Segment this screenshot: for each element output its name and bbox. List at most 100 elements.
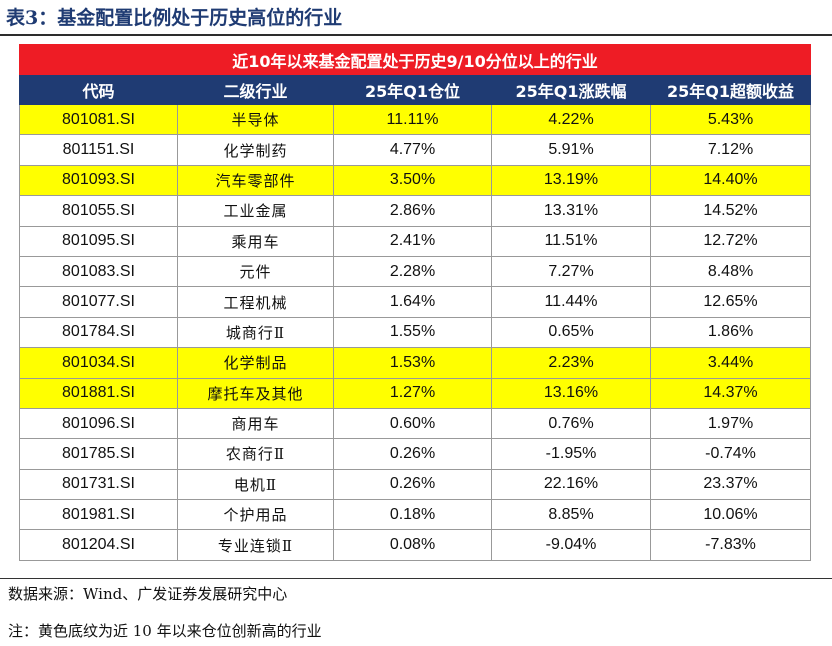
- cell-position: 1.55%: [333, 316, 492, 349]
- cell-change: -9.04%: [491, 529, 651, 561]
- cell-industry: 城商行Ⅱ: [177, 316, 334, 349]
- table-row: 801081.SI 半导体 11.11% 4.22% 5.43%: [19, 103, 812, 136]
- cell-industry: 个护用品: [177, 499, 334, 531]
- cell-change: 0.65%: [491, 316, 651, 349]
- cell-industry: 元件: [177, 255, 334, 288]
- cell-change: 0.76%: [491, 407, 651, 440]
- cell-code: 801055.SI: [19, 195, 178, 227]
- table-banner-row: 近10年以来基金配置处于历史9/10分位以上的行业: [18, 44, 812, 75]
- cell-code: 801981.SI: [19, 499, 178, 531]
- cell-position: 0.26%: [333, 438, 492, 470]
- cell-code: 801096.SI: [19, 407, 178, 440]
- cell-position: 2.86%: [333, 195, 492, 227]
- cell-change: 4.22%: [491, 103, 651, 136]
- cell-excess: 7.12%: [649, 134, 812, 166]
- table-header-row: 代码 二级行业 25年Q1仓位 25年Q1涨跌幅 25年Q1超额收益: [19, 74, 812, 105]
- cell-excess: 10.06%: [649, 499, 812, 531]
- table-row: 801095.SI 乘用车 2.41% 11.51% 12.72%: [19, 225, 812, 257]
- cell-excess: 12.65%: [649, 286, 812, 318]
- table-body: 801081.SI 半导体 11.11% 4.22% 5.43% 801151.SI 化学制…: [19, 103, 812, 561]
- cell-code: 801784.SI: [19, 316, 178, 349]
- cell-industry: 化学制药: [177, 134, 334, 166]
- cell-industry: 电机Ⅱ: [177, 468, 334, 501]
- cell-code: 801081.SI: [19, 103, 178, 136]
- cell-industry: 工业金属: [177, 195, 334, 227]
- table-row: 801093.SI 汽车零部件 3.50% 13.19% 14.40%: [19, 164, 812, 197]
- cell-excess: -0.74%: [649, 438, 812, 470]
- table-row: 801981.SI 个护用品 0.18% 8.85% 10.06%: [19, 499, 812, 531]
- table-row: 801784.SI 城商行Ⅱ 1.55% 0.65% 1.86%: [19, 316, 812, 349]
- cell-code: 801077.SI: [19, 286, 178, 318]
- header-excess: 25年Q1超额收益: [649, 74, 812, 105]
- header-industry: 二级行业: [177, 74, 334, 105]
- cell-code: 801731.SI: [19, 468, 178, 501]
- header-change: 25年Q1涨跌幅: [491, 74, 651, 105]
- cell-excess: 5.43%: [649, 103, 812, 136]
- cell-code: 801095.SI: [19, 225, 178, 257]
- cell-position: 0.18%: [333, 499, 492, 531]
- cell-industry: 化学制品: [177, 347, 334, 379]
- cell-code: 801034.SI: [19, 347, 178, 379]
- cell-position: 11.11%: [333, 103, 492, 136]
- cell-change: 11.51%: [491, 225, 651, 257]
- table-title: 表3：基金配置比例处于历史高位的行业: [6, 7, 343, 29]
- cell-excess: -7.83%: [649, 529, 812, 561]
- cell-position: 4.77%: [333, 134, 492, 166]
- cell-change: 13.19%: [491, 164, 651, 197]
- cell-change: 8.85%: [491, 499, 651, 531]
- cell-change: 7.27%: [491, 255, 651, 288]
- cell-change: 5.91%: [491, 134, 651, 166]
- cell-code: 801204.SI: [19, 529, 178, 561]
- table-row: 801096.SI 商用车 0.60% 0.76% 1.97%: [19, 407, 812, 440]
- cell-change: 11.44%: [491, 286, 651, 318]
- cell-industry: 摩托车及其他: [177, 377, 334, 409]
- cell-position: 0.08%: [333, 529, 492, 561]
- table-banner: 近10年以来基金配置处于历史9/10分位以上的行业: [18, 44, 812, 75]
- cell-excess: 23.37%: [649, 468, 812, 501]
- cell-change: -1.95%: [491, 438, 651, 470]
- cell-industry: 专业连锁Ⅱ: [177, 529, 334, 561]
- cell-industry: 汽车零部件: [177, 164, 334, 197]
- table-row: 801731.SI 电机Ⅱ 0.26% 22.16% 23.37%: [19, 468, 812, 501]
- cell-position: 1.27%: [333, 377, 492, 409]
- notes-divider: [0, 578, 832, 579]
- cell-excess: 1.97%: [649, 407, 812, 440]
- cell-excess: 14.52%: [649, 195, 812, 227]
- cell-excess: 1.86%: [649, 316, 812, 349]
- highlight-note: 注：黄色底纹为近 10 年以来仓位创新高的行业: [8, 622, 322, 640]
- table-row: 801204.SI 专业连锁Ⅱ 0.08% -9.04% -7.83%: [19, 529, 812, 561]
- cell-excess: 3.44%: [649, 347, 812, 379]
- cell-position: 1.53%: [333, 347, 492, 379]
- table-row: 801083.SI 元件 2.28% 7.27% 8.48%: [19, 255, 812, 288]
- cell-position: 2.41%: [333, 225, 492, 257]
- table-row: 801077.SI 工程机械 1.64% 11.44% 12.65%: [19, 286, 812, 318]
- cell-position: 3.50%: [333, 164, 492, 197]
- cell-code: 801881.SI: [19, 377, 178, 409]
- cell-change: 13.31%: [491, 195, 651, 227]
- title-divider: [0, 34, 832, 36]
- table-row: 801785.SI 农商行Ⅱ 0.26% -1.95% -0.74%: [19, 438, 812, 470]
- cell-industry: 乘用车: [177, 225, 334, 257]
- table-row: 801881.SI 摩托车及其他 1.27% 13.16% 14.37%: [19, 377, 812, 409]
- cell-code: 801151.SI: [19, 134, 178, 166]
- table-row: 801034.SI 化学制品 1.53% 2.23% 3.44%: [19, 347, 812, 379]
- cell-position: 1.64%: [333, 286, 492, 318]
- cell-excess: 12.72%: [649, 225, 812, 257]
- cell-code: 801785.SI: [19, 438, 178, 470]
- industry-table: 近10年以来基金配置处于历史9/10分位以上的行业 代码 二级行业 25年Q1仓…: [18, 44, 812, 561]
- cell-industry: 半导体: [177, 103, 334, 136]
- cell-excess: 14.40%: [649, 164, 812, 197]
- cell-excess: 14.37%: [649, 377, 812, 409]
- cell-change: 13.16%: [491, 377, 651, 409]
- source-note: 数据来源：Wind、广发证券发展研究中心: [8, 585, 288, 603]
- cell-change: 22.16%: [491, 468, 651, 501]
- cell-code: 801093.SI: [19, 164, 178, 197]
- cell-change: 2.23%: [491, 347, 651, 379]
- cell-industry: 工程机械: [177, 286, 334, 318]
- header-position: 25年Q1仓位: [333, 74, 492, 105]
- header-code: 代码: [19, 74, 178, 105]
- cell-position: 0.60%: [333, 407, 492, 440]
- table-row: 801151.SI 化学制药 4.77% 5.91% 7.12%: [19, 134, 812, 166]
- cell-position: 2.28%: [333, 255, 492, 288]
